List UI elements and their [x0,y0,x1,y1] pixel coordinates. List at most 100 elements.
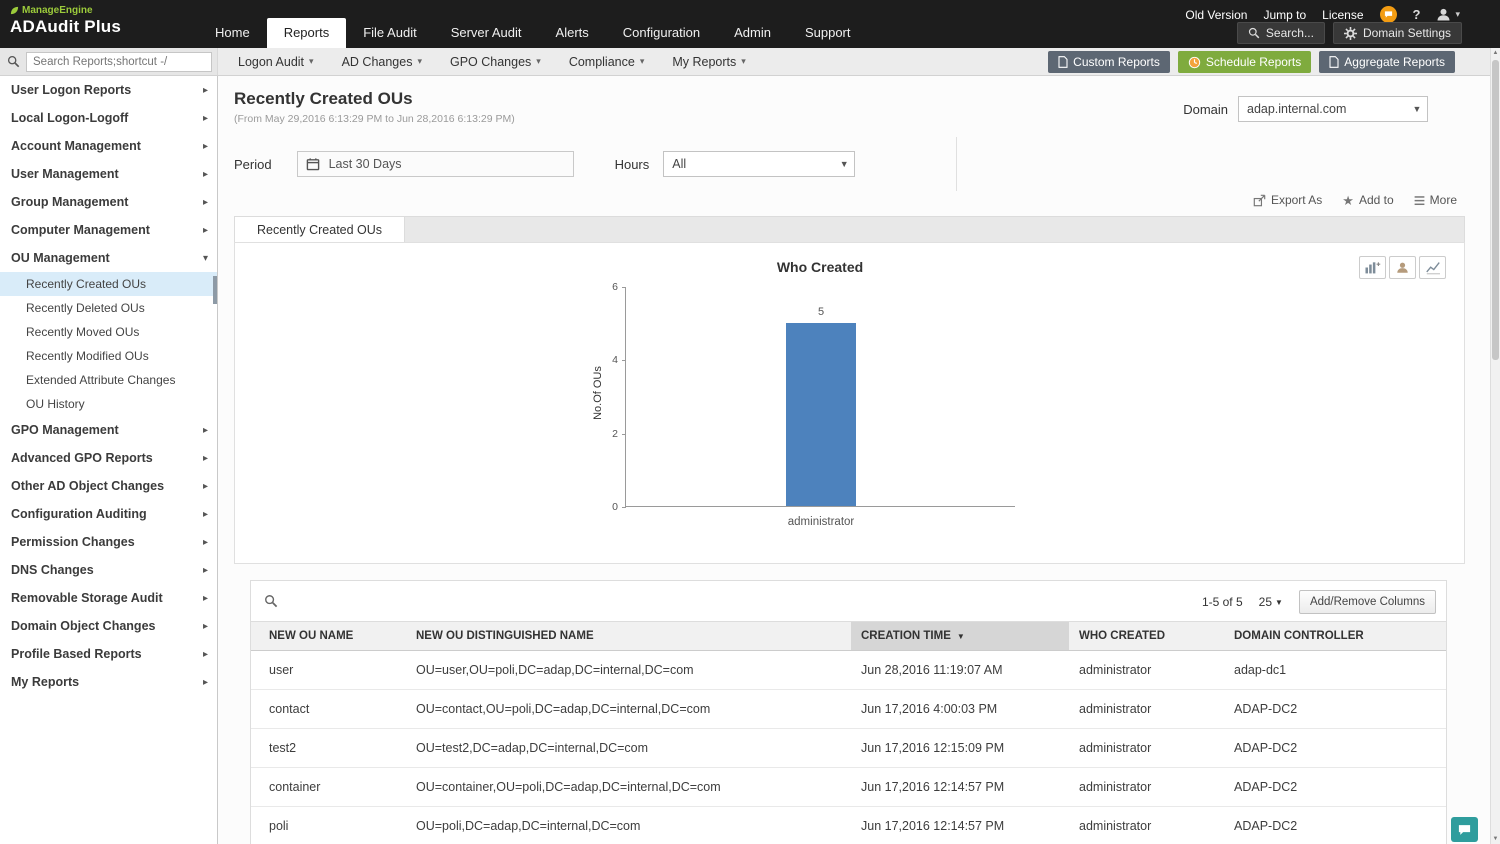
column-header-new-ou-name[interactable]: NEW OU NAME [251,621,406,651]
nav-item-configuration[interactable]: Configuration [622,25,701,40]
table-row[interactable]: poli OU=poli,DC=adap,DC=internal,DC=com Ju… [251,806,1446,844]
more-button[interactable]: More [1414,193,1457,207]
menu-label: AD Changes [341,54,413,69]
cell-new-ou-distinguished-name: OU=contact,OU=poli,DC=adap,DC=internal,D… [406,689,851,729]
table-row[interactable]: test2 OU=test2,DC=adap,DC=internal,DC=com… [251,728,1446,768]
add-remove-columns-button[interactable]: Add/Remove Columns [1298,590,1436,614]
page-scrollbar[interactable]: ▲ ▼ [1490,48,1500,844]
user-menu[interactable]: ▾ [1436,7,1460,22]
hours-select[interactable]: All ▼ [663,151,856,177]
scrollbar-thumb[interactable] [1492,60,1499,360]
menu-my-reports[interactable]: My Reports ▾ [658,49,759,75]
nav-item-admin[interactable]: Admin [734,25,771,40]
custom-reports-button[interactable]: Custom Reports [1048,51,1170,73]
search-button[interactable]: Search... [1236,22,1325,44]
sidebar-item-label: Domain Object Changes [11,619,156,633]
table-row[interactable]: user OU=user,OU=poli,DC=adap,DC=internal,… [251,650,1446,690]
aggregate-reports-button[interactable]: Aggregate Reports [1319,51,1455,73]
column-header-creation-time[interactable]: CREATION TIME ▼ [851,621,1069,651]
sidebar-item-domain-object-changes[interactable]: Domain Object Changes ▸ [0,612,217,640]
table-search-icon[interactable] [264,594,278,613]
sidebar-item-advanced-gpo-reports[interactable]: Advanced GPO Reports ▸ [0,444,217,472]
sidebar-item-profile-based-reports[interactable]: Profile Based Reports ▸ [0,640,217,668]
sidebar-subitem-recently-moved-ous[interactable]: Recently Moved OUs [26,325,140,339]
menu-gpo-changes[interactable]: GPO Changes ▾ [436,49,555,75]
report-search-input[interactable] [26,51,212,72]
search-icon[interactable] [7,55,20,68]
sidebar-item-group-management[interactable]: Group Management ▸ [0,188,217,216]
schedule-reports-button[interactable]: Schedule Reports [1177,51,1312,73]
sidebar-item-account-management[interactable]: Account Management ▸ [0,132,217,160]
chevron-right-icon: ▸ [202,424,208,436]
sidebar-item-local-logon-logoff[interactable]: Local Logon-Logoff ▸ [0,104,217,132]
sidebar-item-other-ad-object-changes[interactable]: Other AD Object Changes ▸ [0,472,217,500]
tab-recently-created-ous[interactable]: Recently Created OUs [235,217,406,242]
sidebar-item-permission-changes[interactable]: Permission Changes ▸ [0,528,217,556]
add-to-button[interactable]: ★ Add to [1342,193,1393,207]
column-header-new-ou-distinguished-name[interactable]: NEW OU DISTINGUISHED NAME [406,621,851,651]
cell-domain-controller: adap-dc1 [1224,650,1446,690]
menu-label: GPO Changes [449,54,532,69]
topbar-link-license[interactable]: License [1322,7,1364,22]
sidebar-item-computer-management[interactable]: Computer Management ▸ [0,216,217,244]
sidebar-subitem-ou-history[interactable]: OU History [26,397,85,411]
chart-bar-administrator[interactable] [786,322,856,506]
nav-item-reports[interactable]: Reports [266,18,347,48]
sidebar-item-user-management[interactable]: User Management ▸ [0,160,217,188]
domain-settings-button[interactable]: Domain Settings [1332,22,1462,44]
column-header-domain-controller[interactable]: DOMAIN CONTROLLER [1224,621,1446,651]
sidebar-subitem-extended-attribute-changes[interactable]: Extended Attribute Changes [26,373,176,387]
app-logo[interactable]: ManageEngine ADAudit Plus [10,5,121,37]
sidebar-item-ou-management[interactable]: OU Management ▾ [0,244,217,272]
scroll-up-icon[interactable]: ▲ [1492,50,1499,56]
table-row[interactable]: container OU=container,OU=poli,DC=adap,DC… [251,767,1446,807]
sidebar-subitem-recently-created-ous[interactable]: Recently Created OUs [0,272,217,296]
menu-label: My Reports [672,54,737,69]
column-header-who-created[interactable]: WHO CREATED [1069,621,1224,651]
pagination-info: 1-5 of 5 [1201,595,1243,609]
sidebar-subitem-recently-deleted-ous[interactable]: Recently Deleted OUs [26,301,145,315]
domain-select[interactable]: adap.internal.com ▼ [1238,96,1428,122]
sidebar-item-my-reports[interactable]: My Reports ▸ [0,668,217,696]
table-body: user OU=user,OU=poli,DC=adap,DC=internal,… [251,650,1446,844]
period-input[interactable]: Last 30 Days [296,151,574,177]
feedback-icon[interactable] [1451,817,1478,842]
nav-item-server-audit[interactable]: Server Audit [450,25,522,40]
hours-label: Hours [614,156,650,172]
topbar: ManageEngine ADAudit Plus Home Reports Fil… [0,0,1500,48]
period-label: Period [234,156,272,172]
scroll-down-icon[interactable]: ▼ [1492,836,1499,842]
sidebar-subitem-recently-modified-ous[interactable]: Recently Modified OUs [26,349,149,363]
chart-option-user-icon[interactable] [1389,256,1416,279]
nav-item-support[interactable]: Support [804,25,851,40]
menu-compliance[interactable]: Compliance ▾ [555,49,659,75]
sidebar-item-dns-changes[interactable]: DNS Changes ▸ [0,556,217,584]
sidebar-item-gpo-management[interactable]: GPO Management ▸ [0,416,217,444]
table-row[interactable]: contact OU=contact,OU=poli,DC=adap,DC=int… [251,689,1446,729]
period-value: Last 30 Days [328,157,402,171]
sidebar-item-removable-storage-audit[interactable]: Removable Storage Audit ▸ [0,584,217,612]
topbar-link-old-version[interactable]: Old Version [1185,7,1248,22]
cell-domain-controller: ADAP-DC2 [1224,728,1446,768]
menu-ad-changes[interactable]: AD Changes ▾ [328,49,436,75]
nav-item-file-audit[interactable]: File Audit [363,25,417,40]
sidebar-item-configuration-auditing[interactable]: Configuration Auditing ▸ [0,500,217,528]
list-icon [1414,195,1425,205]
person-icon [1397,262,1408,273]
topbar-link-jump-to[interactable]: Jump to [1263,7,1307,22]
chart-option-line-chart-icon[interactable] [1419,256,1446,279]
nav-item-alerts[interactable]: Alerts [555,25,589,40]
page-size-select[interactable]: 25 ▼ [1259,595,1283,609]
sidebar-item-label: GPO Management [11,423,119,437]
help-icon[interactable]: ? [1412,7,1421,22]
chart-option-bar-chart-icon[interactable] [1359,256,1386,279]
brand-manageengine: ManageEngine [10,5,121,16]
menu-logon-audit[interactable]: Logon Audit ▾ [224,49,328,75]
export-as-button[interactable]: Export As [1253,193,1322,207]
leaf-icon [10,6,19,15]
chevron-right-icon: ▸ [202,112,208,124]
sidebar-item-user-logon-reports[interactable]: User Logon Reports ▸ [0,76,217,104]
support-bubble-icon[interactable] [1379,6,1397,23]
nav-item-home[interactable]: Home [215,25,250,40]
sidebar-scrollbar-thumb[interactable] [213,276,217,304]
